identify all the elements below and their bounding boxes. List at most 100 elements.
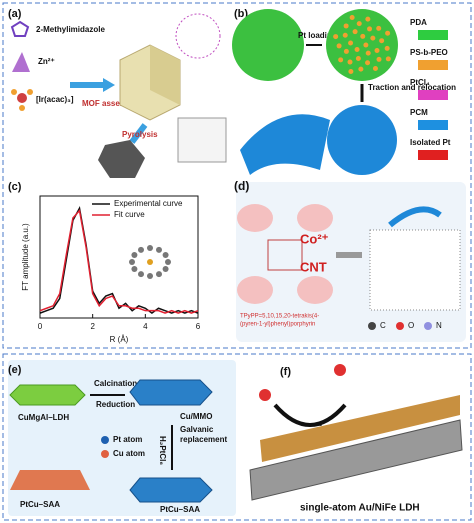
arrow — [129, 123, 148, 144]
mmo-stack — [129, 379, 213, 406]
legend-text: PDA — [410, 18, 427, 27]
legend-text: PtCl₄ — [410, 78, 430, 87]
ion-text: Co²⁺ — [300, 231, 329, 246]
dot — [347, 59, 353, 65]
legend-swatch — [418, 150, 448, 160]
dot — [385, 56, 391, 62]
legend-text: Pt atom — [113, 435, 142, 444]
arrow — [388, 206, 442, 228]
saa-stack — [129, 477, 213, 503]
precursor-text: [Ir(acac)₃] — [36, 95, 74, 104]
support-text: CNT — [300, 259, 327, 274]
panel-label: (a) — [8, 8, 22, 20]
inset-atom — [156, 271, 162, 278]
dot — [365, 50, 371, 56]
caption-line: TPyPP=5,10,15,20-tetrakis(4- — [240, 314, 319, 320]
arrow — [273, 403, 347, 427]
dot — [374, 47, 380, 53]
cu-atom — [101, 450, 109, 458]
inset-atom — [131, 266, 138, 272]
tpypp-molecule — [237, 204, 333, 304]
atom-text: C — [380, 321, 386, 330]
dot — [365, 60, 371, 66]
step-text: H₂PtCl₆ — [158, 436, 167, 465]
dot — [384, 45, 390, 51]
inset-atom — [131, 252, 138, 258]
dot — [367, 26, 373, 32]
cnt — [369, 229, 461, 311]
ligand-text: 2-Methylimidazole — [36, 25, 105, 34]
mof-face — [150, 45, 180, 105]
inset-atom — [147, 273, 153, 279]
inset-atom — [156, 246, 162, 253]
ldh-stack — [9, 384, 86, 406]
carbon-particle — [98, 140, 145, 178]
framework-inset — [175, 13, 221, 59]
metal-text: Zn²⁺ — [38, 57, 55, 66]
series-line — [39, 205, 199, 315]
x-tick-label: 0 — [38, 322, 43, 331]
pt-atom — [101, 436, 109, 444]
inset-atom — [138, 271, 144, 278]
arrow-head — [103, 78, 115, 92]
top-frame — [2, 2, 472, 349]
dot — [354, 47, 360, 53]
atom-text: N — [436, 321, 442, 330]
porous-sphere — [327, 105, 397, 175]
dot — [338, 57, 344, 63]
dot — [376, 56, 382, 62]
panel-label: (d) — [234, 179, 249, 193]
step-text: Pyrolysis — [122, 130, 158, 139]
legend-text: PCM — [410, 108, 428, 117]
x-tick-label: 2 — [90, 322, 95, 331]
dot — [365, 16, 371, 22]
step-text: Traction and relocation — [368, 83, 456, 92]
dot — [336, 43, 342, 49]
panel-label: (b) — [234, 8, 248, 20]
step-text: Calcination — [94, 379, 137, 388]
dot — [348, 68, 354, 74]
x-axis-label: R (Å) — [110, 335, 129, 344]
atom-c — [368, 322, 376, 330]
atom-text: O — [408, 321, 414, 330]
step-text: replacement — [180, 435, 227, 444]
dot — [376, 25, 382, 31]
step-text: Pt loading — [298, 31, 337, 40]
panel-label: (e) — [8, 364, 22, 376]
legend-text: Isolated Pt — [410, 138, 451, 147]
graphene-inset — [177, 117, 227, 163]
step-text: Galvanic — [180, 425, 214, 434]
x-tick-label: 4 — [143, 322, 148, 331]
legend-swatch — [418, 90, 448, 100]
dot — [356, 21, 362, 27]
panel-label: (f) — [280, 366, 291, 378]
atom-n — [424, 322, 432, 330]
dot — [370, 35, 376, 41]
ldh-layers — [249, 395, 463, 501]
dot — [379, 38, 385, 44]
dot — [372, 66, 378, 72]
step-text: Reduction — [96, 400, 135, 409]
dot — [360, 33, 366, 39]
inset-atom — [147, 259, 153, 265]
pt-dots — [333, 14, 391, 74]
dot — [358, 66, 364, 72]
legend-text: Cu atom — [113, 449, 145, 458]
legend-swatch — [418, 60, 448, 70]
legend-swatch — [418, 120, 448, 130]
dot — [343, 23, 349, 29]
dot — [343, 48, 349, 54]
dot — [385, 30, 391, 36]
dot — [363, 42, 369, 48]
sphere — [232, 9, 304, 81]
zn-icon — [12, 52, 30, 72]
legend-text: PS-b-PEO — [410, 48, 448, 57]
inset-atom — [165, 259, 171, 265]
ir-icon — [11, 89, 33, 111]
dot — [342, 32, 348, 38]
legend-text: Experimental curve — [114, 199, 183, 208]
inset-atom — [147, 245, 153, 251]
molecule — [259, 389, 271, 401]
panel-title: single-atom Au/NiFe LDH — [300, 503, 420, 514]
